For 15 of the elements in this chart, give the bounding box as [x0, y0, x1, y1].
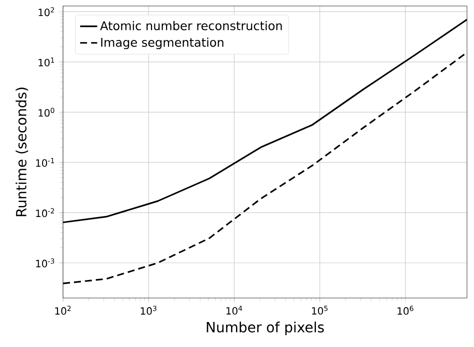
y-tick-label: 10$^{0}$	[38, 108, 54, 117]
legend-label: Atomic number reconstruction	[100, 20, 282, 30]
y-tick-label: 10$^{-3}$	[36, 258, 54, 268]
y-tick-label: 10$^{-2}$	[36, 208, 54, 218]
x-tick-label: 10$^{3}$	[140, 306, 156, 315]
x-tick-label: 10$^{5}$	[312, 306, 328, 315]
x-tick-label: 10$^{4}$	[226, 306, 242, 315]
legend-label: Image segmentation	[101, 38, 224, 50]
y-tick-label: 10$^{-1}$	[36, 158, 54, 167]
x-tick-label: 10$^{2}$	[55, 306, 71, 315]
x-axis-title: Number of pixels	[206, 322, 324, 336]
y-tick-label: 10$^{2}$	[38, 7, 54, 16]
y-axis-title: Runtime (seconds)	[16, 88, 28, 216]
y-tick-label: 10$^{1}$	[38, 58, 54, 66]
x-tick-label: 10$^{6}$	[398, 306, 414, 315]
